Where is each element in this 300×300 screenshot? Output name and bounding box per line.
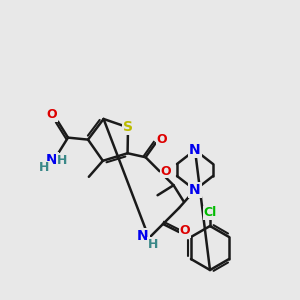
Text: O: O — [156, 133, 167, 146]
Text: N: N — [189, 143, 201, 157]
Text: N: N — [137, 229, 149, 243]
Text: O: O — [180, 224, 190, 238]
Text: N: N — [46, 153, 58, 166]
Text: O: O — [47, 108, 57, 121]
Text: O: O — [160, 165, 171, 178]
Text: N: N — [189, 183, 201, 197]
Text: S: S — [123, 120, 133, 134]
Text: H: H — [39, 161, 49, 174]
Text: H: H — [57, 154, 67, 167]
Text: H: H — [148, 238, 158, 250]
Text: Cl: Cl — [203, 206, 217, 220]
